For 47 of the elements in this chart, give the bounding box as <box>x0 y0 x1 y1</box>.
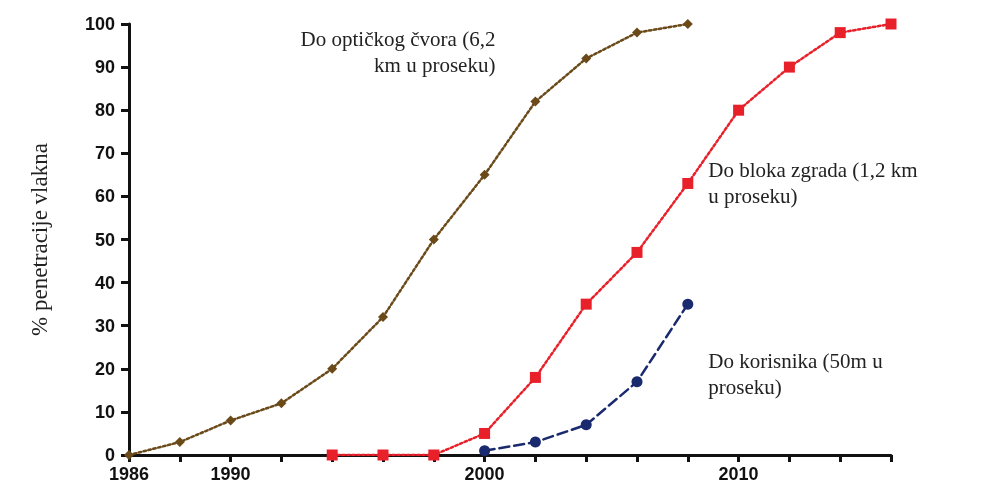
point <box>479 169 490 180</box>
point <box>631 376 643 388</box>
point <box>631 246 643 258</box>
point <box>327 363 338 374</box>
point <box>377 449 389 461</box>
x-tick-label: 2000 <box>464 464 505 484</box>
y-tick-label: 20 <box>94 358 115 379</box>
point <box>529 436 541 448</box>
y-tick-label: 30 <box>94 315 115 336</box>
point <box>834 27 846 39</box>
point <box>276 398 287 409</box>
text: Do optičkog čvora (6,2 km u proseku) <box>300 26 496 77</box>
y-tick-label: 50 <box>94 229 115 250</box>
point <box>632 27 642 38</box>
point <box>682 177 694 189</box>
y-tick-label: 0 <box>104 445 115 465</box>
y-tick-label: 90 <box>94 57 115 78</box>
x-tick-label: 1990 <box>210 464 251 484</box>
point <box>225 415 236 426</box>
point <box>326 449 338 461</box>
point <box>529 371 541 383</box>
y-tick-label: 70 <box>94 143 115 164</box>
y-tick-label: 60 <box>94 186 115 207</box>
point <box>682 298 694 310</box>
point <box>682 19 693 29</box>
y-tick-label: 80 <box>94 100 115 121</box>
x-tick-label: 2010 <box>718 464 759 484</box>
y-axis-title: % penetracije vlakna <box>27 143 52 336</box>
point <box>479 427 491 439</box>
y-tick-label: 100 <box>84 14 115 34</box>
series-label: Do korisnika (50m u proseku) <box>708 349 888 400</box>
point <box>783 61 795 73</box>
x-tick-label: 1986 <box>108 464 150 484</box>
y-tick-label: 40 <box>94 272 115 293</box>
point <box>885 18 897 30</box>
point <box>479 445 491 457</box>
point <box>530 96 541 107</box>
point <box>580 298 592 310</box>
y-tick-label: 10 <box>94 401 115 422</box>
point <box>378 312 388 323</box>
point <box>428 234 439 245</box>
point <box>580 419 592 431</box>
point <box>174 437 185 448</box>
point <box>733 104 745 116</box>
series-label: Do bloka zgrada (1,2 km u proseku) <box>708 158 923 209</box>
point <box>428 449 440 461</box>
point <box>581 53 592 64</box>
